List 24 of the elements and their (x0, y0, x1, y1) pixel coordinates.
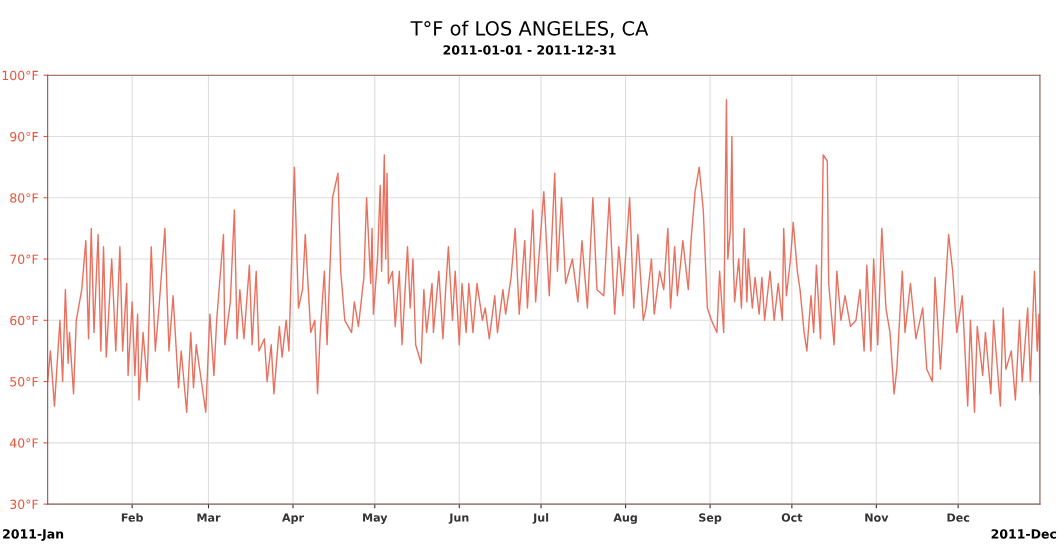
line-series (47, 99, 1040, 413)
chart-subtitle: 2011-01-01 - 2011-12-31 (443, 45, 616, 55)
x-tick-label: Jul (532, 513, 549, 524)
x-tick-label: Apr (282, 513, 304, 524)
x-tick-label: Jun (448, 513, 469, 524)
x-tick-label: Mar (197, 513, 221, 522)
x-tick-label: Aug (613, 513, 637, 524)
y-tick-label: 30°F (10, 499, 38, 510)
x-tick-label: Nov (865, 513, 889, 522)
y-tick-label: 100°F (2, 70, 38, 81)
x-tick-label: Oct (781, 513, 803, 522)
y-tick-label: 90°F (10, 131, 38, 142)
x-tick-label: Sep (699, 513, 722, 524)
chart-title: T°F of LOS ANGELES, CA (410, 20, 649, 38)
y-tick-label: 70°F (10, 254, 38, 264)
y-tick-label: 80°F (10, 193, 38, 203)
text: 2011-Jan (3, 529, 64, 541)
y-tick-label: 40°F (9, 438, 38, 448)
x-tick-label: Feb (121, 513, 143, 522)
text: 2011-Dec (991, 529, 1057, 539)
y-tick-label: 50°F (10, 377, 38, 387)
x-tick-label: May (363, 513, 388, 524)
x-tick-label: Dec (947, 513, 970, 522)
y-tick-label: 60°F (10, 315, 38, 326)
